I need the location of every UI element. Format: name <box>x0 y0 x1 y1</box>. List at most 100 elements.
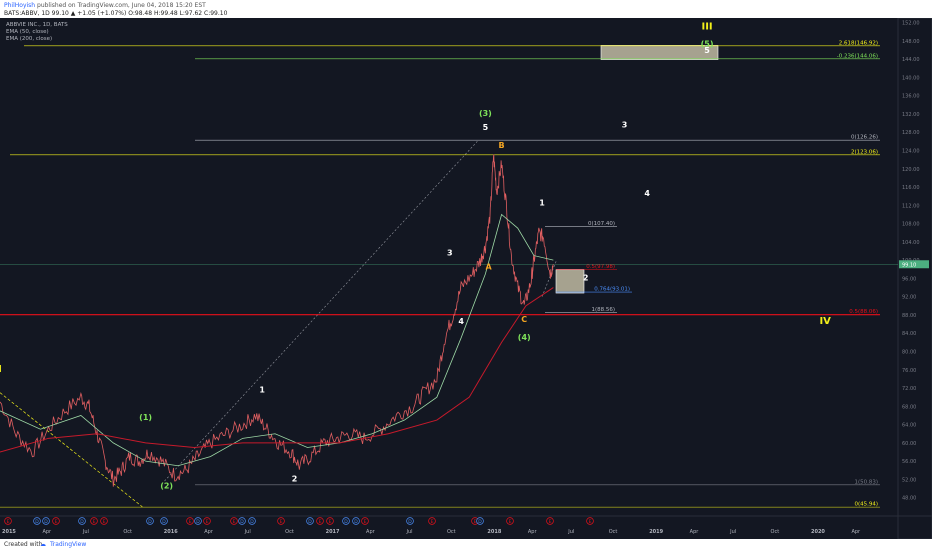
ema200-line <box>0 287 554 453</box>
wave-label: (3) <box>479 109 492 118</box>
event-marker <box>361 517 369 525</box>
x-tick-label: Oct <box>771 529 780 535</box>
y-tick-label: 96.00 <box>902 276 916 282</box>
event-marker <box>78 517 86 525</box>
author-link[interactable]: PhilHoyish <box>4 2 36 9</box>
x-tick-label: Apr <box>42 529 52 535</box>
fib-level-label: 1(50.83) <box>854 479 878 485</box>
wave-label: C <box>521 315 527 324</box>
x-tick-label: Oct <box>609 529 618 535</box>
wave-label: 1 <box>539 198 545 207</box>
wave-label: 5 <box>483 123 489 132</box>
event-marker <box>90 517 98 525</box>
x-tick-label: 2020 <box>811 529 825 535</box>
x-tick-label: Jul <box>82 529 89 535</box>
fib-level-label: 2(123.06) <box>851 149 878 155</box>
x-tick-label: Oct <box>447 529 456 535</box>
event-marker-label: E <box>329 519 332 525</box>
fib-level-label: 0.5(88.06) <box>849 309 878 315</box>
y-tick-label: 136.00 <box>902 94 920 100</box>
published-text: published on TradingView.com, June 04, 2… <box>37 2 206 9</box>
y-tick-label: 64.00 <box>902 423 916 429</box>
event-marker-label: D <box>478 519 482 525</box>
event-marker-label: D <box>250 519 254 525</box>
x-tick-label: 2015 <box>2 529 16 535</box>
wave-label: IV <box>819 316 831 327</box>
x-tick-label: 2016 <box>164 529 178 535</box>
event-marker-label: E <box>233 519 236 525</box>
y-tick-label: 112.00 <box>902 203 920 209</box>
event-marker <box>146 517 154 525</box>
event-marker-label: E <box>55 519 58 525</box>
y-tick-label: 88.00 <box>902 313 916 319</box>
price-chart[interactable]: 48.00 52.00 56.00 60.00 64.00 68.00 72.00 76.00… <box>0 18 932 539</box>
y-tick-label: 132.00 <box>902 112 920 118</box>
fib-level-label: 0(45.94) <box>854 502 878 508</box>
event-marker-label: E <box>319 519 322 525</box>
event-marker-label: D <box>35 519 39 525</box>
event-marker-label: D <box>162 519 166 525</box>
wave-label: (1) <box>139 413 152 422</box>
x-tick-label: Jul <box>406 529 413 535</box>
wave-label: B <box>499 141 505 150</box>
event-marker <box>546 517 554 525</box>
x-tick-label: Apr <box>690 529 700 535</box>
wave-label: 4 <box>644 189 650 198</box>
wave-label: (4) <box>518 333 531 342</box>
y-tick-label: 80.00 <box>902 350 916 356</box>
legend-ema50[interactable]: EMA (50, close) <box>6 29 49 35</box>
y-tick-label: 52.00 <box>902 477 916 483</box>
event-marker-label: E <box>364 519 367 525</box>
ema50-line <box>0 213 554 467</box>
event-marker-label: D <box>308 519 312 525</box>
event-marker <box>586 517 594 525</box>
y-tick-label: 120.00 <box>902 167 920 173</box>
y-tick-label: 152.00 <box>902 21 920 27</box>
chart-area[interactable]: 48.00 52.00 56.00 60.00 64.00 68.00 72.00 76.00… <box>0 18 932 539</box>
created-with-text: Created with <box>4 541 43 548</box>
y-tick-label: 124.00 <box>902 148 920 154</box>
event-marker <box>277 517 285 525</box>
x-tick-label: Jul <box>567 529 574 535</box>
wave-label: (5) <box>701 39 714 48</box>
x-tick-label: Apr <box>528 529 538 535</box>
event-marker <box>52 517 60 525</box>
legend-ema200[interactable]: EMA (200, close) <box>6 36 53 42</box>
wave-label: 3 <box>447 249 453 258</box>
y-tick-label: 108.00 <box>902 222 920 228</box>
footer: Created with ☁ TradingView <box>0 539 932 550</box>
y-tick-label: 48.00 <box>902 496 916 502</box>
fib-level-label: 1(88.56) <box>591 307 615 313</box>
wave-label: 3 <box>622 121 628 130</box>
target-zone-box <box>600 45 719 60</box>
current-price-label: 99.10 <box>902 262 916 268</box>
event-marker-label: E <box>431 519 434 525</box>
ohlc-line: BATS:ABBV, 1D 99.10 ▲ +1.05 (+1.07%) O:9… <box>4 10 228 17</box>
event-marker <box>428 517 436 525</box>
event-marker-label: D <box>344 519 348 525</box>
y-tick-label: 92.00 <box>902 295 916 301</box>
fib-level-label: 0(126.26) <box>851 135 878 141</box>
event-marker <box>316 517 324 525</box>
y-tick-label: 84.00 <box>902 331 916 337</box>
event-marker <box>326 517 334 525</box>
event-marker <box>230 517 238 525</box>
fib-level-label: 2.618(146.92) <box>839 40 878 46</box>
event-marker <box>306 517 314 525</box>
x-tick-label: Oct <box>123 529 132 535</box>
event-marker <box>100 517 108 525</box>
price-scale <box>897 18 932 539</box>
event-marker <box>186 517 194 525</box>
y-tick-label: 140.00 <box>902 75 920 81</box>
event-marker <box>203 517 211 525</box>
wave-label: 2 <box>583 274 589 283</box>
publish-line: PhilHoyish published on TradingView.com,… <box>4 2 206 9</box>
price-series-line <box>0 154 554 487</box>
event-marker <box>352 517 360 525</box>
event-marker-label: E <box>7 519 10 525</box>
event-marker-label: E <box>280 519 283 525</box>
event-marker-label: E <box>549 519 552 525</box>
tradingview-brand[interactable]: TradingView <box>50 541 87 548</box>
wave-trendline <box>0 392 143 508</box>
x-tick-label: Jul <box>729 529 736 535</box>
